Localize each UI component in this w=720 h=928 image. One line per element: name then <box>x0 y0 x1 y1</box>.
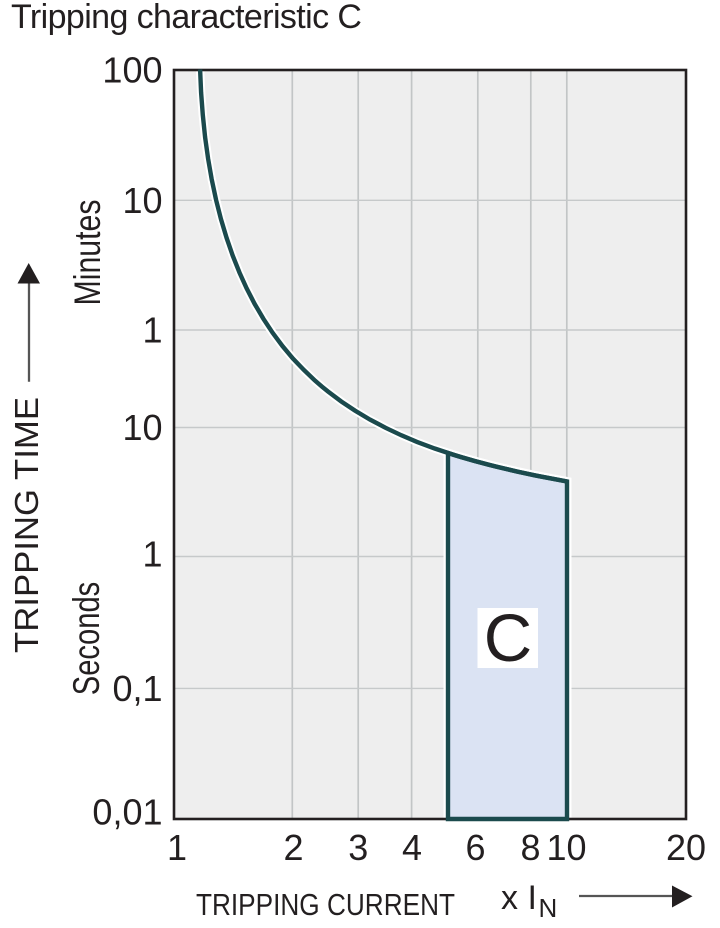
svg-text:Minutes: Minutes <box>67 200 108 306</box>
svg-text:100: 100 <box>102 50 162 91</box>
svg-text:1: 1 <box>167 827 187 868</box>
svg-text:1: 1 <box>142 534 162 575</box>
svg-text:1: 1 <box>142 310 162 351</box>
svg-text:3: 3 <box>348 827 368 868</box>
svg-text:0,01: 0,01 <box>92 792 162 833</box>
svg-text:Seconds: Seconds <box>66 582 107 696</box>
svg-text:10: 10 <box>122 407 162 448</box>
svg-text:20: 20 <box>666 827 706 868</box>
svg-text:N: N <box>539 893 558 923</box>
svg-text:TRIPPING CURRENT: TRIPPING CURRENT <box>196 887 455 922</box>
svg-text:2: 2 <box>283 827 303 868</box>
svg-text:x I: x I <box>501 879 537 917</box>
svg-text:TRIPPING TIME: TRIPPING TIME <box>8 397 45 653</box>
svg-text:C: C <box>484 601 532 676</box>
svg-text:8: 8 <box>520 827 540 868</box>
svg-text:Tripping characteristic C: Tripping characteristic C <box>11 0 361 36</box>
svg-text:10: 10 <box>546 827 586 868</box>
svg-text:6: 6 <box>465 827 485 868</box>
svg-text:10: 10 <box>122 180 162 221</box>
svg-text:0,1: 0,1 <box>112 668 162 709</box>
svg-text:4: 4 <box>402 827 422 868</box>
